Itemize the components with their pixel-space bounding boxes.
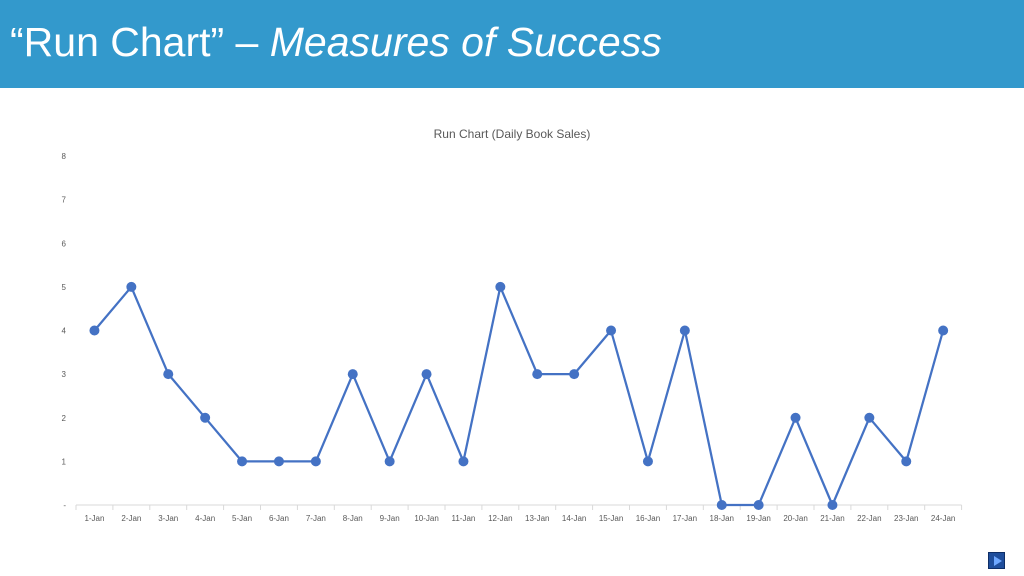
data-point (569, 369, 580, 380)
data-point (716, 500, 727, 510)
data-point (495, 281, 506, 292)
x-tick-label: 19-Jan (746, 514, 770, 523)
x-tick-label: 21-Jan (820, 514, 844, 523)
x-tick-label: 15-Jan (599, 514, 623, 523)
x-tick-label: 12-Jan (488, 514, 512, 523)
y-tick-label: 6 (62, 239, 67, 248)
run-chart: Run Chart (Daily Book Sales) - 1 2 3 4 5 6 7 8 1… (62, 127, 963, 523)
data-point (679, 325, 690, 336)
x-tick-label: 16-Jan (636, 514, 660, 523)
y-tick-label: - (63, 501, 66, 510)
y-tick-label: 5 (62, 283, 67, 292)
x-tick-label: 2-Jan (121, 514, 141, 523)
x-tick-label: 23-Jan (894, 514, 918, 523)
y-tick-label: 1 (62, 457, 67, 466)
data-point (347, 369, 358, 380)
y-axis-ticks: - 1 2 3 4 5 6 7 8 (62, 152, 67, 510)
x-tick-label: 5-Jan (232, 514, 252, 523)
data-point (938, 325, 949, 336)
y-tick-label: 8 (62, 152, 67, 161)
data-point (200, 412, 211, 423)
x-tick-label: 22-Jan (857, 514, 881, 523)
x-tick-label: 6-Jan (269, 514, 289, 523)
data-point (126, 281, 137, 292)
x-tick-label: 20-Jan (783, 514, 807, 523)
x-tick-label: 14-Jan (562, 514, 586, 523)
data-point (237, 456, 248, 467)
x-tick-label: 9-Jan (380, 514, 400, 523)
series-daily-book-sales (89, 281, 949, 510)
data-point (163, 369, 174, 380)
y-tick-label: 3 (62, 370, 67, 379)
next-slide-button[interactable] (988, 552, 1005, 569)
data-point (384, 456, 395, 467)
slide-title-quoted: “Run Chart” – (10, 19, 270, 65)
x-tick-label: 3-Jan (158, 514, 178, 523)
data-point (642, 456, 653, 467)
x-tick-label: 24-Jan (931, 514, 955, 523)
title-bar: “Run Chart” – Measures of Success (0, 0, 1024, 88)
x-tick-label: 1-Jan (84, 514, 104, 523)
play-triangle-icon (994, 556, 1002, 566)
x-tick-label: 13-Jan (525, 514, 549, 523)
chart-area: Run Chart (Daily Book Sales) - 1 2 3 4 5 6 7 8 1… (0, 88, 1024, 576)
data-point (532, 369, 543, 380)
x-tick-label: 7-Jan (306, 514, 326, 523)
x-tick-label: 18-Jan (710, 514, 734, 523)
data-point (606, 325, 617, 336)
data-point (89, 325, 100, 336)
x-axis: 1-Jan 2-Jan 3-Jan 4-Jan 5-Jan 6-Jan 7-Jan 8-Jan… (75, 504, 963, 523)
slide-title: “Run Chart” – Measures of Success (10, 16, 662, 68)
x-tick-label: 8-Jan (343, 514, 363, 523)
chart-title: Run Chart (Daily Book Sales) (434, 127, 591, 141)
data-point (827, 500, 838, 510)
y-tick-label: 2 (62, 414, 67, 423)
slide-title-italic: Measures of Success (269, 19, 662, 65)
x-tick-label: 17-Jan (673, 514, 697, 523)
data-point (753, 500, 764, 510)
x-tick-label: 11-Jan (452, 514, 476, 523)
data-point (421, 369, 432, 380)
data-point (273, 456, 284, 467)
y-tick-label: 4 (62, 327, 67, 336)
x-tick-label: 4-Jan (195, 514, 215, 523)
y-tick-label: 7 (62, 196, 67, 205)
data-point (458, 456, 469, 467)
data-point (310, 456, 321, 467)
series-line (93, 285, 945, 507)
data-point (790, 412, 801, 423)
data-point (864, 412, 875, 423)
data-point (901, 456, 912, 467)
x-tick-label: 10-Jan (414, 514, 438, 523)
